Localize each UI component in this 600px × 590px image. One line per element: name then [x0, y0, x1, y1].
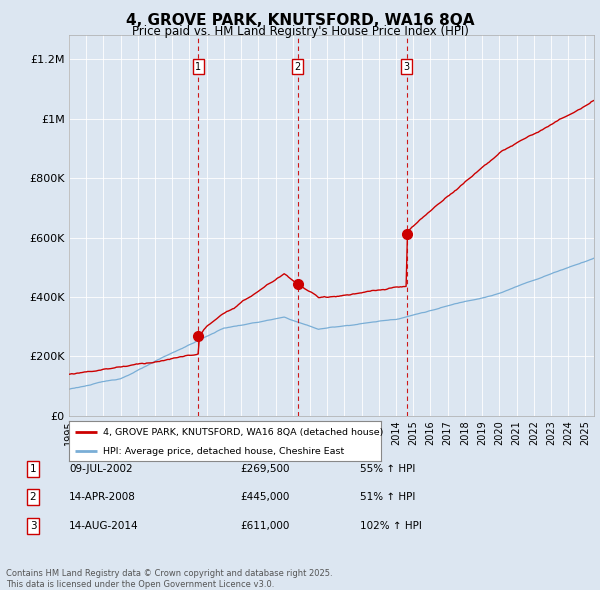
Text: 14-APR-2008: 14-APR-2008: [69, 493, 136, 502]
Text: £445,000: £445,000: [240, 493, 289, 502]
Text: 4, GROVE PARK, KNUTSFORD, WA16 8QA: 4, GROVE PARK, KNUTSFORD, WA16 8QA: [126, 13, 474, 28]
Text: 3: 3: [404, 61, 410, 71]
Text: Contains HM Land Registry data © Crown copyright and database right 2025.
This d: Contains HM Land Registry data © Crown c…: [6, 569, 332, 589]
Text: 09-JUL-2002: 09-JUL-2002: [69, 464, 133, 474]
Text: 1: 1: [196, 61, 202, 71]
Text: HPI: Average price, detached house, Cheshire East: HPI: Average price, detached house, Ches…: [103, 447, 344, 456]
Text: 102% ↑ HPI: 102% ↑ HPI: [360, 521, 422, 530]
Text: 1: 1: [29, 464, 37, 474]
Text: 51% ↑ HPI: 51% ↑ HPI: [360, 493, 415, 502]
Text: 4, GROVE PARK, KNUTSFORD, WA16 8QA (detached house): 4, GROVE PARK, KNUTSFORD, WA16 8QA (deta…: [103, 428, 383, 437]
Text: £611,000: £611,000: [240, 521, 289, 530]
Text: 2: 2: [29, 493, 37, 502]
Text: 3: 3: [29, 521, 37, 530]
Text: Price paid vs. HM Land Registry's House Price Index (HPI): Price paid vs. HM Land Registry's House …: [131, 25, 469, 38]
Text: 55% ↑ HPI: 55% ↑ HPI: [360, 464, 415, 474]
Text: £269,500: £269,500: [240, 464, 290, 474]
Text: 2: 2: [295, 61, 301, 71]
Text: 14-AUG-2014: 14-AUG-2014: [69, 521, 139, 530]
